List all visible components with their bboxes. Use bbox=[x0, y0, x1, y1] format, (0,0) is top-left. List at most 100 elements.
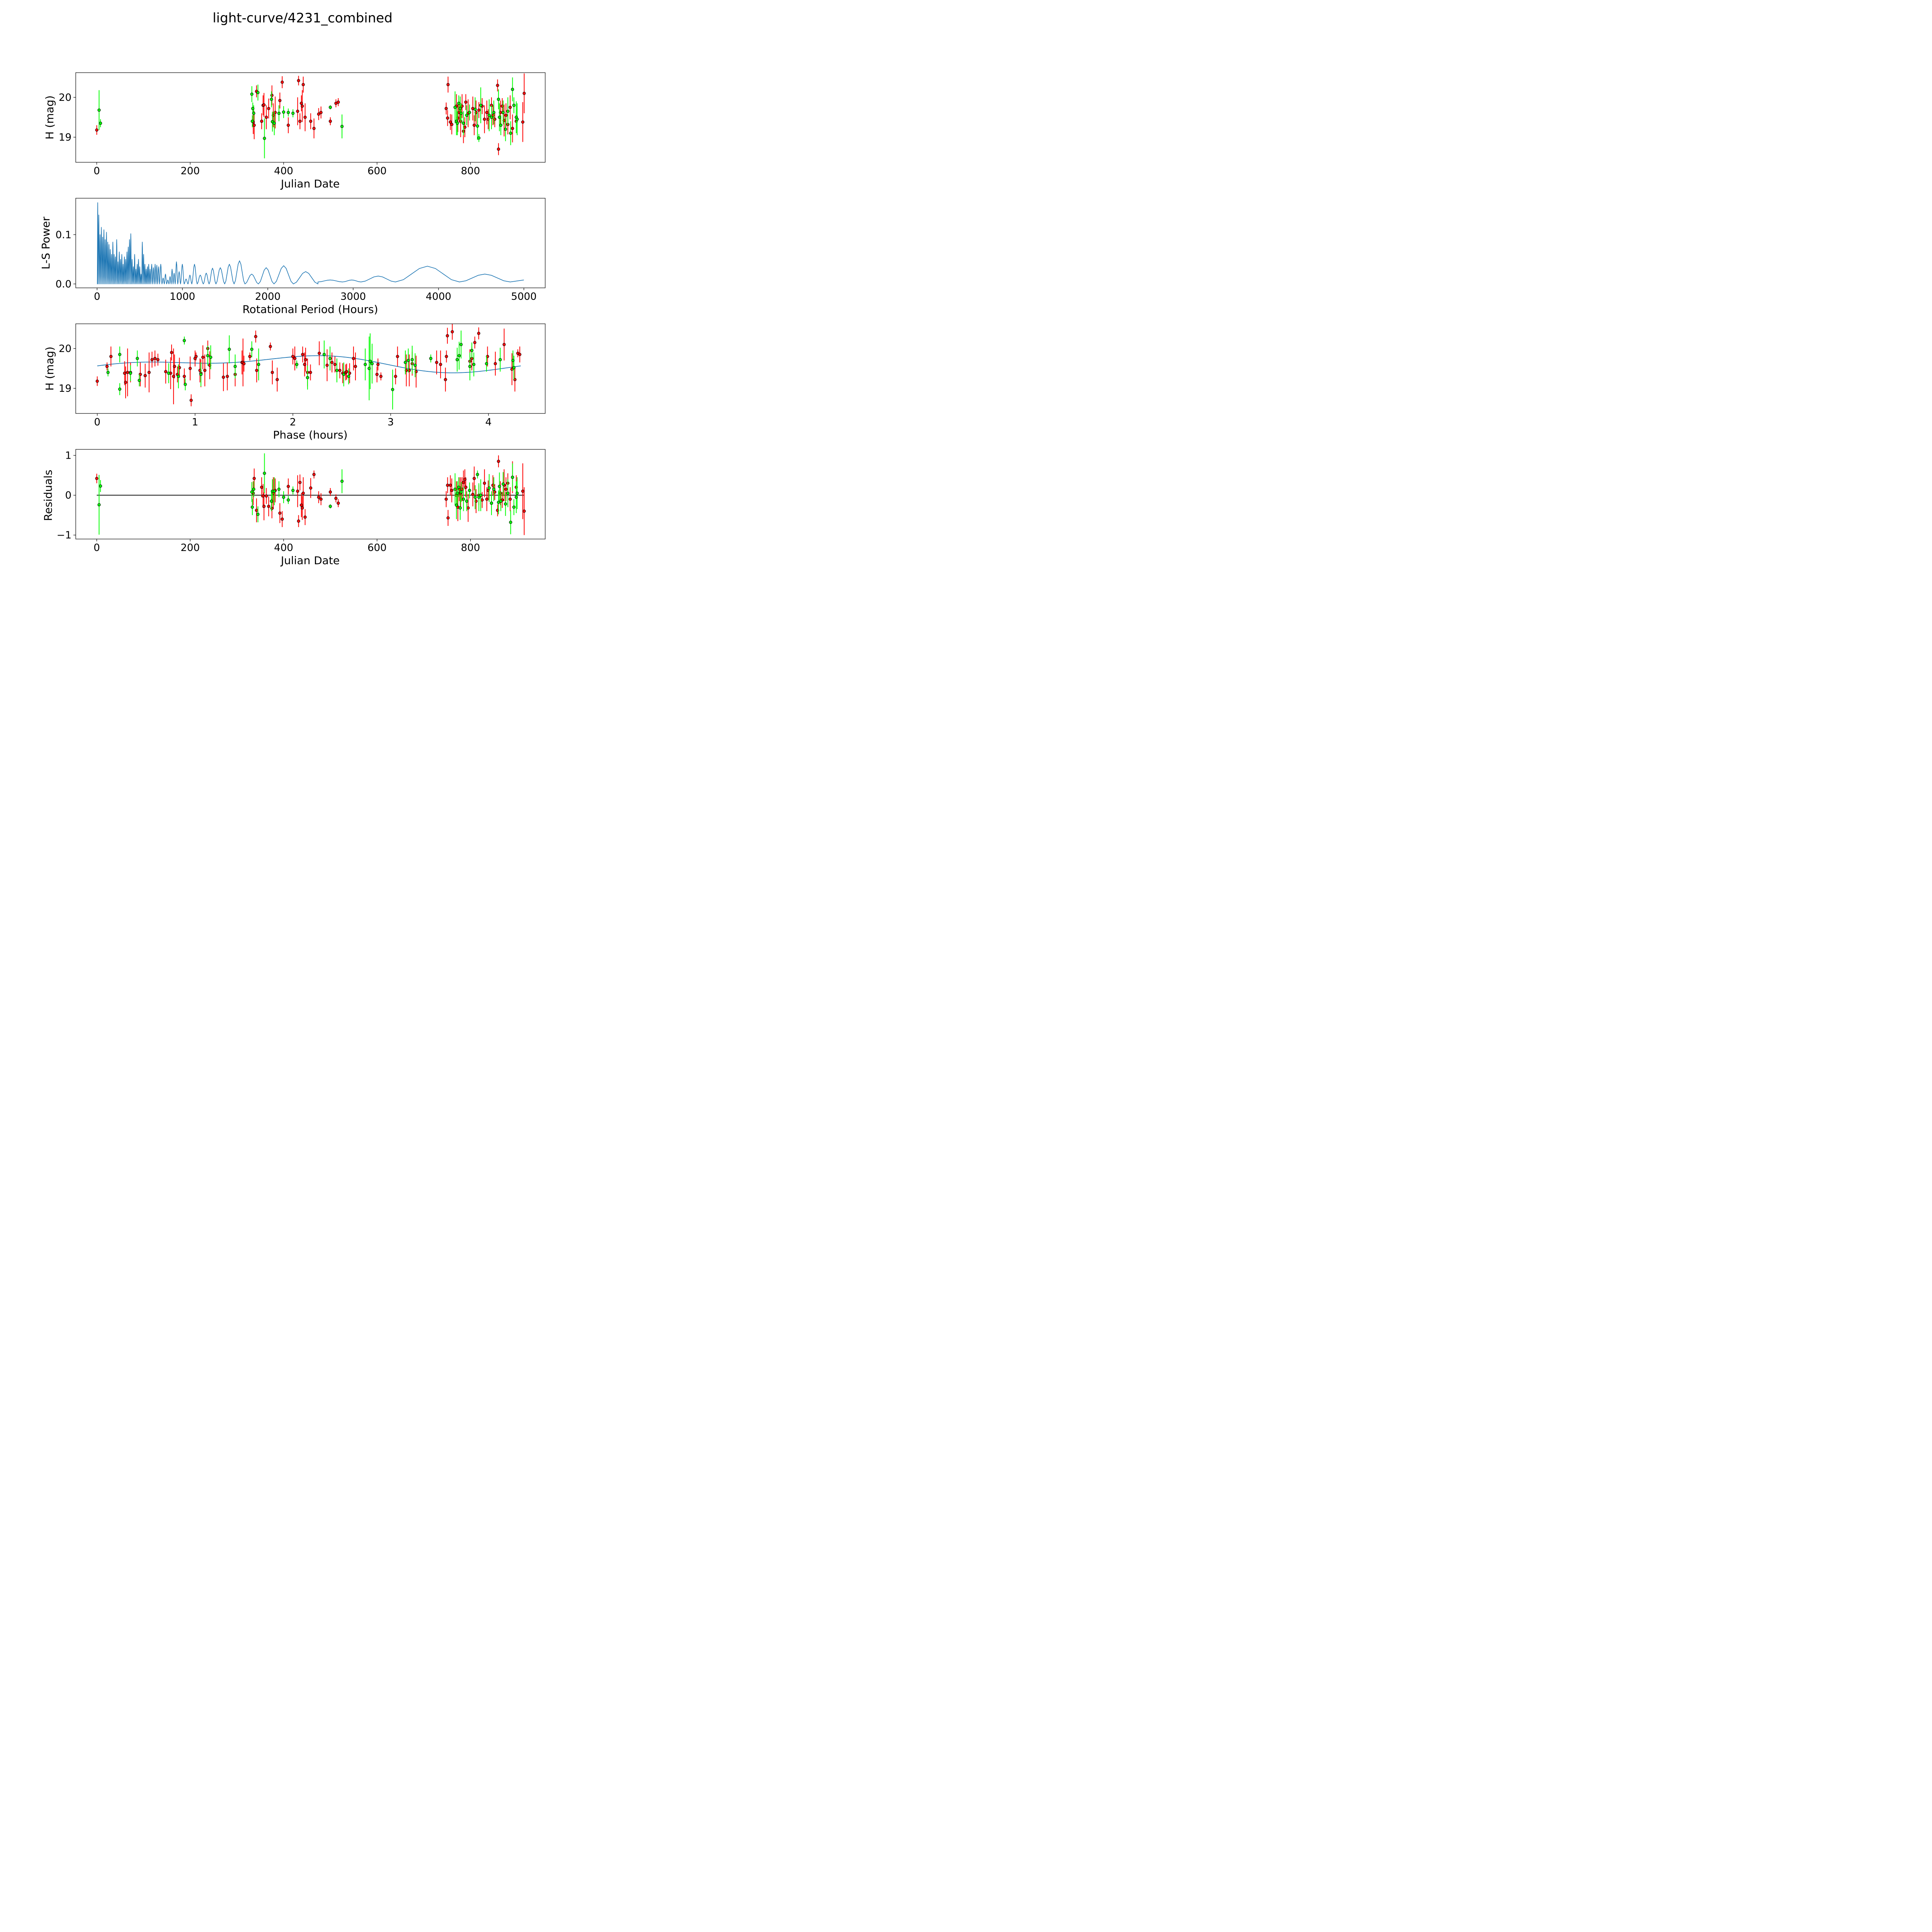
phased-point-red bbox=[147, 371, 151, 374]
residuals-y-tick-label: −1 bbox=[57, 530, 71, 541]
lightcurve-point-red bbox=[267, 107, 270, 110]
residuals-point-red bbox=[255, 509, 258, 512]
phased-point-red bbox=[189, 367, 192, 370]
lightcurve-point-red bbox=[496, 83, 499, 87]
residuals-point-red bbox=[449, 483, 452, 487]
lightcurve-point-green bbox=[497, 97, 500, 101]
phased-point-green bbox=[199, 372, 203, 376]
residuals-point-red bbox=[297, 519, 300, 523]
residuals-y-label: Residuals bbox=[42, 470, 54, 521]
residuals-point-green bbox=[476, 473, 479, 476]
lightcurve-x-label: Julian Date bbox=[280, 177, 340, 190]
residuals-point-green bbox=[490, 502, 493, 505]
residuals-point-red bbox=[497, 459, 500, 463]
lightcurve-point-green bbox=[251, 107, 255, 110]
residuals-point-green bbox=[340, 480, 344, 483]
phased-point-red bbox=[172, 375, 175, 378]
residuals-point-red bbox=[267, 505, 270, 508]
lightcurve-point-green bbox=[468, 111, 471, 114]
phased-x-tick-label: 1 bbox=[192, 417, 199, 428]
phased-point-red bbox=[445, 355, 448, 358]
phased-point-red bbox=[396, 355, 399, 358]
residuals-point-red bbox=[298, 481, 302, 484]
residuals-point-red bbox=[301, 492, 305, 495]
phased-point-green bbox=[429, 357, 432, 360]
phased-point-green bbox=[136, 357, 139, 360]
residuals-point-red bbox=[296, 490, 299, 493]
lightcurve-point-red bbox=[337, 100, 340, 104]
periodogram-x-label: Rotational Period (Hours) bbox=[242, 303, 378, 316]
phased-point-green bbox=[498, 358, 502, 361]
phased-point-red bbox=[124, 381, 128, 384]
residuals-point-red bbox=[337, 502, 340, 505]
residuals-point-green bbox=[502, 482, 505, 486]
lightcurve-point-red bbox=[303, 116, 307, 119]
residuals-point-red bbox=[446, 516, 450, 520]
lightcurve-point-red bbox=[319, 111, 323, 114]
residuals-point-red bbox=[464, 485, 468, 489]
phased-point-green bbox=[456, 358, 459, 361]
residuals-point-green bbox=[256, 512, 260, 516]
phased-point-red bbox=[170, 351, 173, 354]
residuals-point-green bbox=[473, 495, 477, 499]
residuals-point-red bbox=[521, 490, 525, 493]
lightcurve-point-red bbox=[328, 119, 332, 123]
periodogram-y-label: L-S Power bbox=[39, 216, 52, 269]
residuals-point-red bbox=[270, 507, 274, 510]
lightcurve-point-red bbox=[450, 122, 454, 126]
residuals-point-green bbox=[477, 495, 481, 499]
lightcurve-point-red bbox=[463, 126, 467, 129]
figure: light-curve/4231_combined 0 200 400 600 800 … bbox=[39, 10, 546, 567]
phased-point-green bbox=[138, 379, 141, 382]
lightcurve-point-green bbox=[256, 91, 260, 94]
lightcurve-x-tick-label: 800 bbox=[461, 165, 480, 177]
lightcurve-point-green bbox=[499, 124, 503, 127]
lightcurve-point-red bbox=[312, 127, 316, 130]
residuals-point-red bbox=[473, 477, 476, 480]
phased-point-green bbox=[106, 371, 110, 374]
phased-point-red bbox=[105, 365, 109, 368]
residuals-x-tick-label: 600 bbox=[367, 542, 387, 554]
lightcurve-point-green bbox=[286, 111, 290, 114]
lightcurve-x-tick-label: 200 bbox=[180, 165, 200, 177]
phased-point-green bbox=[370, 362, 374, 366]
phased-point-green bbox=[512, 366, 516, 369]
lightcurve-point-red bbox=[483, 117, 486, 121]
phased-point-red bbox=[293, 357, 297, 360]
lightcurve-point-red bbox=[317, 112, 320, 116]
phased-y-tick-label: 19 bbox=[59, 383, 71, 395]
lightcurve-point-red bbox=[262, 103, 266, 107]
lightcurve-point-green bbox=[99, 121, 102, 125]
residuals-point-green bbox=[458, 506, 462, 510]
lightcurve-point-red bbox=[286, 124, 290, 127]
phased-point-green bbox=[233, 365, 237, 368]
phased-point-red bbox=[325, 364, 329, 367]
phased-point-red bbox=[309, 371, 312, 374]
residuals-point-green bbox=[498, 485, 501, 488]
periodogram-y-tick-label: 0.0 bbox=[56, 279, 71, 290]
phased-point-red bbox=[333, 363, 337, 366]
residuals-point-red bbox=[471, 493, 474, 496]
residuals-point-green bbox=[277, 488, 281, 491]
lightcurve-point-green bbox=[504, 128, 507, 131]
phased-point-green bbox=[228, 347, 231, 351]
lightcurve-point-green bbox=[509, 131, 512, 135]
lightcurve-point-red bbox=[446, 116, 449, 120]
phased-y-tick-label: 20 bbox=[59, 343, 71, 355]
figure-title: light-curve/4231_combined bbox=[213, 10, 393, 26]
phased-point-red bbox=[164, 370, 167, 373]
residuals-point-red bbox=[262, 505, 266, 508]
lightcurve-point-green bbox=[492, 111, 496, 114]
lightcurve-point-red bbox=[301, 104, 304, 108]
residuals-point-red bbox=[483, 481, 486, 485]
residuals-point-red bbox=[466, 506, 470, 510]
lightcurve-point-red bbox=[477, 108, 481, 112]
lightcurve-marks bbox=[95, 73, 526, 158]
phased-point-green bbox=[184, 383, 187, 386]
residuals-point-green bbox=[97, 503, 101, 507]
lightcurve-point-green bbox=[340, 125, 344, 128]
lightcurve-point-green bbox=[263, 137, 266, 140]
phased-point-red bbox=[502, 343, 506, 346]
